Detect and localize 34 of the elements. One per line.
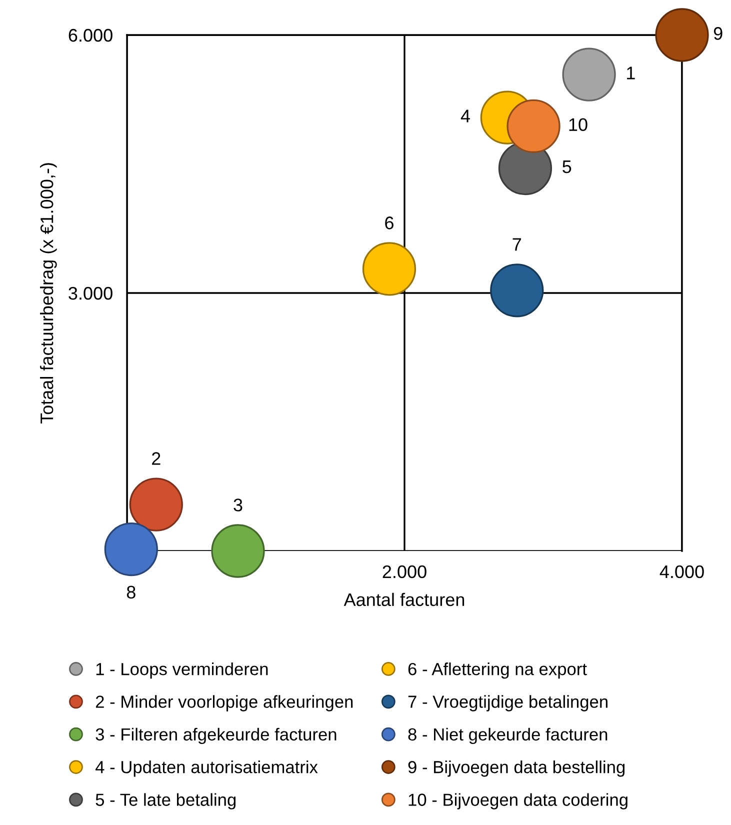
legend-label: 6 - Aflettering na export xyxy=(408,662,587,679)
annotation: 1 xyxy=(627,66,635,80)
y-tick-label: 6.000 xyxy=(68,28,112,42)
x-tick-label: 2.000 xyxy=(382,565,426,578)
point xyxy=(562,48,616,102)
annotation: 6 xyxy=(385,216,394,230)
legend-label: 2 - Minder voorlopige afkeuringen xyxy=(96,695,353,712)
point xyxy=(506,99,560,153)
legend-label: 4 - Updaten autorisatiematrix xyxy=(95,760,318,777)
point xyxy=(490,264,544,318)
x-axis-title: Aantal facturen xyxy=(344,592,464,606)
point xyxy=(129,478,183,532)
point xyxy=(211,524,265,578)
legend-label: 8 - Niet gekeurde facturen xyxy=(408,728,608,744)
legend-label: 3 - Filteren afgekeurde facturen xyxy=(96,728,336,744)
point xyxy=(362,242,416,296)
point xyxy=(655,8,709,62)
annotation: 8 xyxy=(126,586,136,599)
legend-label: 5 - Te late betaling xyxy=(96,793,236,810)
annotation: 10 xyxy=(569,118,588,132)
x-tick-label: 4.000 xyxy=(660,565,704,578)
legend-label: 1 - Loops verminderen xyxy=(96,662,268,679)
annotation: 5 xyxy=(562,160,572,174)
legend-label: 10 - Bijvoegen data codering xyxy=(408,793,628,810)
annotation: 7 xyxy=(512,238,521,251)
point xyxy=(104,522,158,576)
annotation: 2 xyxy=(152,452,160,465)
annotation: 3 xyxy=(234,498,242,512)
legend-label: 9 - Bijvoegen data bestelling xyxy=(408,760,625,777)
y-axis-title: Totaal factuurbedrag (x €1.000,-) xyxy=(40,163,57,424)
legend-label: 7 - Vroegtijdige betalingen xyxy=(408,695,608,712)
annotation: 4 xyxy=(460,110,470,122)
annotation: 9 xyxy=(714,27,722,40)
y-tick-label: 3.000 xyxy=(68,286,112,300)
